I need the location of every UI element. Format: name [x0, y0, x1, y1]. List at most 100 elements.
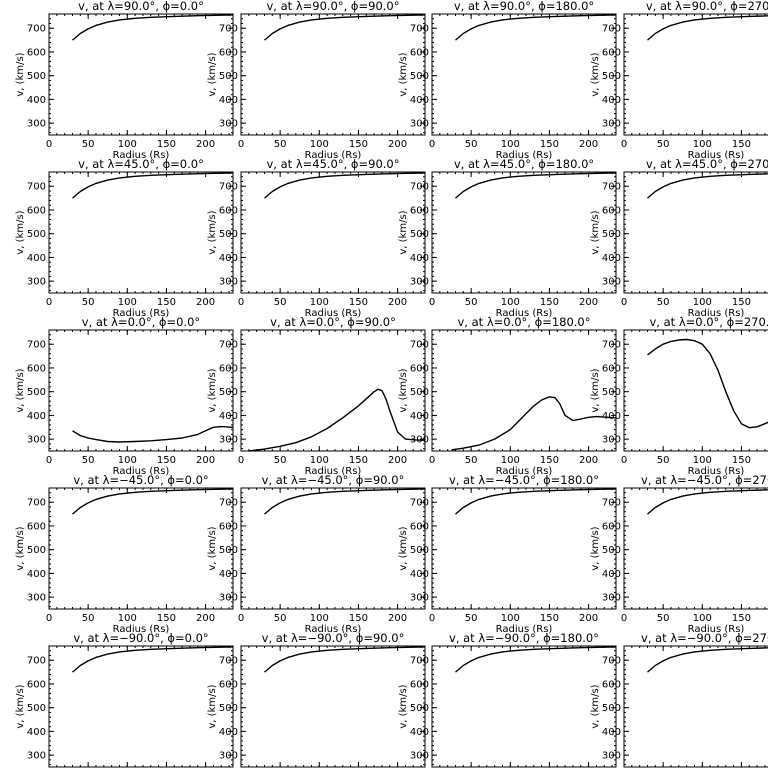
- y-tick-label: 300: [27, 435, 46, 446]
- x-tick-label: 50: [274, 297, 287, 308]
- x-tick-label: 100: [118, 297, 137, 308]
- x-tick-label: 50: [274, 139, 287, 150]
- y-axis-label: v, (km/s): [15, 684, 26, 728]
- y-tick-label: 700: [602, 340, 621, 351]
- chart-panel: v, at λ=45.0°, ϕ=0.0° 0 50 100 150 200 300 400 5…: [15, 157, 234, 319]
- x-axis-label: Radius (Rs): [688, 466, 745, 477]
- series-line: [647, 647, 768, 673]
- y-tick-label: 600: [410, 363, 429, 374]
- y-tick-label: 500: [219, 545, 238, 556]
- y-tick-label: 600: [219, 363, 238, 374]
- y-tick-label: 600: [410, 679, 429, 690]
- series-line: [264, 14, 426, 41]
- chart-panel: v, at λ=−45.0°, ϕ=0.0° 0 50 100 150 200 300 400…: [15, 473, 234, 635]
- x-tick-label: 200: [579, 139, 598, 150]
- x-tick-label: 50: [465, 297, 478, 308]
- x-tick-label: 0: [238, 455, 244, 466]
- chart-title: v, at λ=90.0°, ϕ=0.0°: [78, 0, 204, 13]
- y-tick-label: 400: [410, 411, 429, 422]
- y-tick-label: 300: [410, 119, 429, 130]
- chart-panel: v, at λ=−90.0°, ϕ=90.0°05010015020030040…: [207, 631, 426, 768]
- y-tick-label: 400: [410, 253, 429, 264]
- y-axis-label: v, (km/s): [590, 684, 601, 728]
- x-tick-label: 200: [579, 297, 598, 308]
- y-tick-label: 500: [27, 71, 46, 82]
- x-tick-label: 150: [349, 613, 368, 624]
- plot-frame: [240, 487, 426, 610]
- y-axis-label: v, (km/s): [15, 368, 26, 412]
- y-tick-label: 500: [410, 545, 429, 556]
- chart-title: v, at λ=0.0°, ϕ=180.0°: [457, 315, 590, 329]
- series-line: [248, 388, 426, 452]
- x-tick-label: 100: [118, 455, 137, 466]
- series-line: [72, 488, 234, 515]
- y-tick-label: 400: [410, 95, 429, 106]
- y-tick-label: 400: [602, 95, 621, 106]
- y-tick-label: 300: [219, 277, 238, 288]
- y-axis-label: v, (km/s): [207, 526, 218, 570]
- x-tick-label: 0: [621, 139, 627, 150]
- y-tick-label: 600: [27, 205, 46, 216]
- y-tick-label: 400: [602, 253, 621, 264]
- x-tick-label: 100: [501, 613, 520, 624]
- chart-title: v, at λ=−90.0°, ϕ=90.0°: [262, 631, 405, 645]
- chart-title: v, at λ=45.0°, ϕ=90.0°: [266, 157, 399, 171]
- chart-panel: v, at λ=−45.0°, ϕ=270.0°0501001502003004…: [590, 473, 768, 635]
- series-line: [264, 488, 426, 515]
- y-tick-label: 300: [27, 593, 46, 604]
- x-tick-label: 150: [540, 297, 559, 308]
- x-tick-label: 50: [82, 455, 95, 466]
- x-tick-label: 200: [196, 139, 215, 150]
- y-tick-label: 300: [410, 593, 429, 604]
- y-tick-label: 500: [410, 229, 429, 240]
- x-tick-label: 200: [196, 613, 215, 624]
- y-tick-label: 300: [602, 119, 621, 130]
- x-axis-label: Radius (Rs): [688, 308, 745, 319]
- plot-frame: [431, 171, 617, 294]
- x-axis-label: Radius (Rs): [113, 624, 170, 635]
- y-tick-label: 700: [410, 498, 429, 509]
- y-tick-label: 700: [27, 656, 46, 667]
- chart-title: v, at λ=−45.0°, ϕ=90.0°: [262, 473, 405, 487]
- chart-title: v, at λ=−90.0°, ϕ=270.0°: [641, 631, 768, 645]
- y-tick-label: 700: [219, 498, 238, 509]
- y-axis-label: v, (km/s): [398, 684, 409, 728]
- y-tick-label: 600: [602, 521, 621, 532]
- y-tick-label: 600: [219, 679, 238, 690]
- series-line: [72, 14, 234, 41]
- y-tick-label: 500: [410, 387, 429, 398]
- x-tick-label: 50: [657, 139, 670, 150]
- y-tick-label: 700: [410, 182, 429, 193]
- y-axis-label: v, (km/s): [398, 526, 409, 570]
- x-tick-label: 200: [196, 455, 215, 466]
- series-line: [647, 15, 768, 41]
- y-tick-label: 700: [602, 182, 621, 193]
- y-tick-label: 500: [410, 703, 429, 714]
- y-tick-label: 500: [602, 545, 621, 556]
- plot-frame: [623, 487, 768, 610]
- plot-frame: [48, 487, 234, 610]
- x-tick-label: 50: [274, 455, 287, 466]
- y-axis-label: v, (km/s): [590, 526, 601, 570]
- y-axis-label: v, (km/s): [207, 52, 218, 96]
- chart-title: v, at λ=−45.0°, ϕ=0.0°: [73, 473, 208, 487]
- x-tick-label: 50: [657, 613, 670, 624]
- y-tick-label: 700: [27, 182, 46, 193]
- x-tick-label: 100: [118, 139, 137, 150]
- x-axis-label: Radius (Rs): [496, 466, 553, 477]
- x-axis-label: Radius (Rs): [113, 466, 170, 477]
- y-tick-label: 700: [219, 182, 238, 193]
- y-axis-label: v, (km/s): [398, 210, 409, 254]
- x-tick-label: 100: [693, 297, 712, 308]
- series-line: [264, 172, 426, 199]
- y-tick-label: 500: [27, 703, 46, 714]
- plot-frame: [48, 171, 234, 294]
- series-line: [455, 14, 617, 41]
- series-line: [451, 396, 617, 451]
- x-axis-label: Radius (Rs): [305, 308, 362, 319]
- x-axis-label: Radius (Rs): [305, 150, 362, 161]
- y-tick-label: 600: [219, 47, 238, 58]
- y-tick-label: 400: [602, 569, 621, 580]
- x-axis-label: Radius (Rs): [113, 308, 170, 319]
